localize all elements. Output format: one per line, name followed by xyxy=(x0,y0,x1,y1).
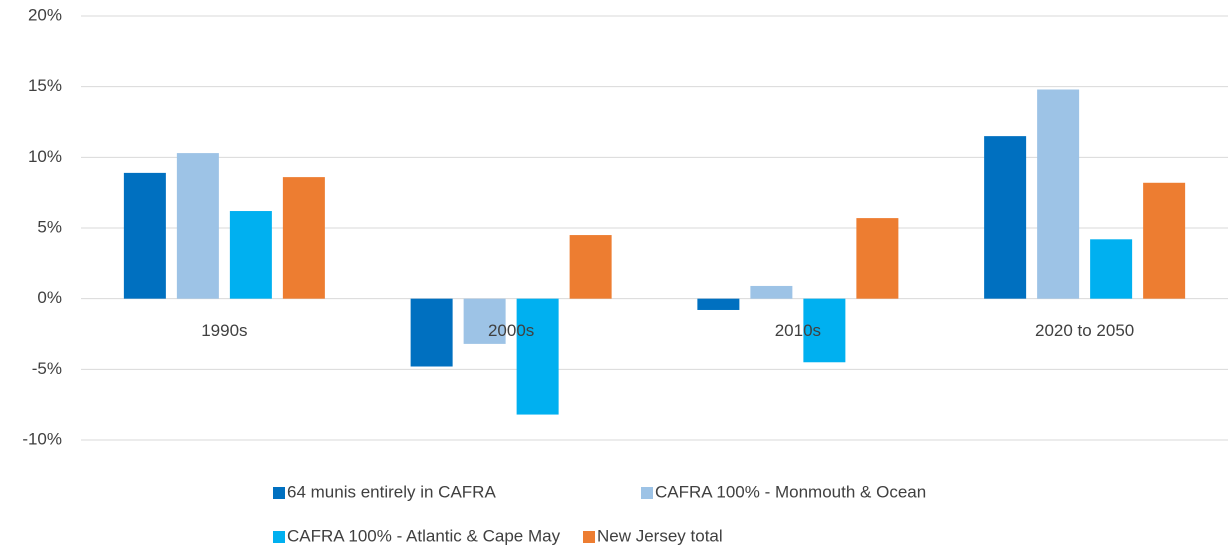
legend-label: New Jersey total xyxy=(597,526,723,545)
bar xyxy=(1037,89,1080,299)
x-tick-label: 2000s xyxy=(488,321,534,340)
legend-swatch xyxy=(641,487,653,499)
legend-swatch xyxy=(273,487,285,499)
y-tick-label: -10% xyxy=(22,429,62,448)
y-tick-label: 0% xyxy=(37,288,62,307)
bar xyxy=(569,235,612,299)
x-tick-label: 2020 to 2050 xyxy=(1035,321,1134,340)
bar xyxy=(1090,239,1133,299)
bar xyxy=(856,218,899,299)
bar xyxy=(176,153,219,299)
legend-label: CAFRA 100% - Monmouth & Ocean xyxy=(655,482,926,501)
legend-label: CAFRA 100% - Atlantic & Cape May xyxy=(287,526,561,545)
x-tick-label: 2010s xyxy=(775,321,821,340)
y-tick-label: 20% xyxy=(28,5,62,24)
bar xyxy=(229,211,272,299)
bar xyxy=(984,136,1027,299)
y-tick-label: 10% xyxy=(28,147,62,166)
bar xyxy=(463,298,506,344)
bar xyxy=(803,298,846,363)
x-tick-label: 1990s xyxy=(201,321,247,340)
legend-swatch xyxy=(583,531,595,543)
y-tick-label: 5% xyxy=(37,217,62,236)
legend-swatch xyxy=(273,531,285,543)
bar xyxy=(123,172,166,299)
bar xyxy=(516,298,559,415)
bar xyxy=(750,285,793,299)
y-tick-label: -5% xyxy=(32,359,62,378)
bar xyxy=(1143,182,1186,299)
bar xyxy=(282,177,325,299)
y-tick-label: 15% xyxy=(28,76,62,95)
bar xyxy=(410,298,453,367)
bar xyxy=(697,298,740,310)
legend-label: 64 munis entirely in CAFRA xyxy=(287,482,496,501)
